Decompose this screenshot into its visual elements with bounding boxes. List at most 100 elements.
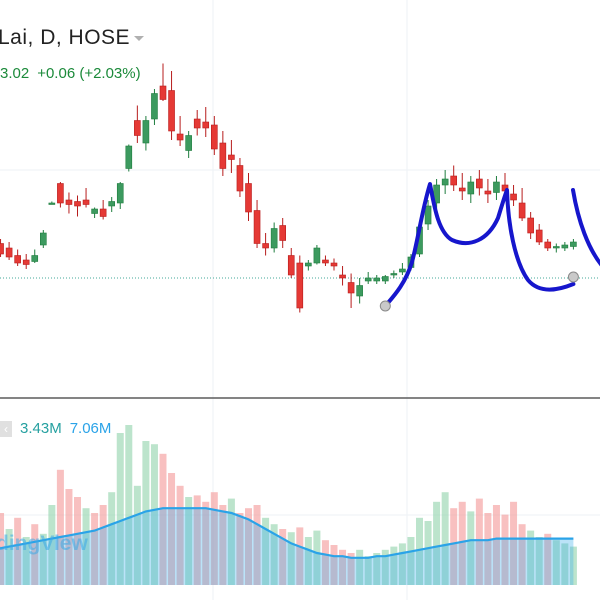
candle-body xyxy=(270,228,278,249)
volume-bar xyxy=(381,549,389,585)
candle-body xyxy=(373,277,381,282)
volume-bar xyxy=(227,498,235,585)
candle-body xyxy=(219,142,227,169)
candle-body xyxy=(22,259,30,265)
drawing-handle xyxy=(567,271,579,283)
volume-bar xyxy=(416,517,423,585)
volume-bar xyxy=(31,524,39,585)
drawing-handle xyxy=(379,300,391,312)
candle-body xyxy=(279,225,287,241)
quote-line: 3.02 +0.06 (+2.03%) xyxy=(0,65,149,82)
volume-bar xyxy=(398,543,406,585)
candle-body xyxy=(262,243,269,249)
candle-body xyxy=(142,120,150,144)
candle-body xyxy=(202,121,210,129)
volume-bar xyxy=(48,505,56,585)
candle-body xyxy=(450,175,458,186)
candle-body xyxy=(31,255,39,262)
hand-drawn-annotation xyxy=(383,182,576,308)
candle-body xyxy=(168,90,175,132)
candle-body xyxy=(48,202,56,205)
candle-body xyxy=(535,229,543,243)
volume-bar xyxy=(219,505,227,585)
candle-body xyxy=(151,93,158,120)
candle-body xyxy=(125,145,133,169)
volume-bar xyxy=(544,533,552,585)
candle-body xyxy=(245,183,252,213)
symbol-header[interactable]: Lai, D, HOSE xyxy=(0,26,145,50)
volume-bar xyxy=(116,433,124,585)
volume-bar xyxy=(185,497,193,585)
volume-bar xyxy=(99,505,107,585)
candle-body xyxy=(570,241,577,247)
volume-value: 3.43M xyxy=(20,420,62,437)
candle-body xyxy=(339,274,346,279)
volume-legend: ‹ 3.43M 7.06M xyxy=(0,420,119,438)
volume-ma-line xyxy=(0,507,574,559)
dropdown-caret-icon[interactable] xyxy=(134,35,145,41)
volume-bar xyxy=(467,511,475,585)
candle-body xyxy=(228,154,235,160)
volume-bar xyxy=(22,537,30,585)
volume-bar xyxy=(407,537,415,585)
candle-body xyxy=(493,181,500,193)
candle-body xyxy=(287,255,295,276)
volume-bar xyxy=(347,553,355,585)
volume-bar xyxy=(14,517,22,585)
candle-body xyxy=(65,199,73,205)
volume-bar xyxy=(82,508,90,585)
candle-body xyxy=(253,210,261,244)
collapse-icon[interactable]: ‹ xyxy=(0,421,12,438)
candle-body xyxy=(236,165,244,192)
volume-bar xyxy=(39,533,47,585)
candle-body xyxy=(185,135,192,151)
volume-bar xyxy=(176,485,184,585)
candle-body xyxy=(544,241,552,249)
volume-bar xyxy=(296,527,304,585)
candle-body xyxy=(313,247,321,264)
candle-body xyxy=(134,120,141,136)
volume-bar xyxy=(313,530,321,585)
candle-body xyxy=(441,178,449,186)
volume-bar xyxy=(356,549,364,585)
volume-bar xyxy=(91,513,99,585)
volume-bar xyxy=(210,492,218,585)
candle-body xyxy=(458,187,466,192)
volume-bar xyxy=(484,513,492,585)
candle-body xyxy=(296,262,304,309)
candle-body xyxy=(467,181,475,195)
volume-bar xyxy=(108,492,116,585)
volume-bar xyxy=(142,441,150,585)
volume-bar xyxy=(65,489,73,585)
hand-drawn-annotation xyxy=(571,188,600,267)
volume-bar xyxy=(475,498,483,585)
volume-bar xyxy=(561,543,569,585)
candle-body xyxy=(159,85,167,100)
volume-bar xyxy=(245,508,252,585)
quote-change: +0.06 (+2.03%) xyxy=(37,65,141,82)
candle-body xyxy=(330,262,338,267)
candle-body xyxy=(484,190,492,195)
candle-body xyxy=(399,268,406,273)
volume-bar xyxy=(510,501,518,585)
volume-bar xyxy=(330,545,338,585)
symbol-text: Lai, D, HOSE xyxy=(0,26,131,49)
candle-body xyxy=(510,193,517,201)
volume-bar xyxy=(569,546,577,585)
candle-body xyxy=(347,282,355,294)
candle-body xyxy=(381,276,389,282)
candle-body xyxy=(39,232,47,246)
candle-body xyxy=(527,217,534,234)
candle-body xyxy=(476,178,483,189)
candle-body xyxy=(561,244,569,249)
volume-bar xyxy=(56,469,64,585)
volume-bar xyxy=(279,529,287,585)
candle-body xyxy=(211,124,218,150)
candle-body xyxy=(5,247,13,258)
volume-bar xyxy=(287,532,295,585)
volume-bar xyxy=(74,497,81,585)
volume-bar xyxy=(552,540,560,585)
volume-bar xyxy=(321,540,329,585)
volume-ma-area xyxy=(0,508,574,585)
